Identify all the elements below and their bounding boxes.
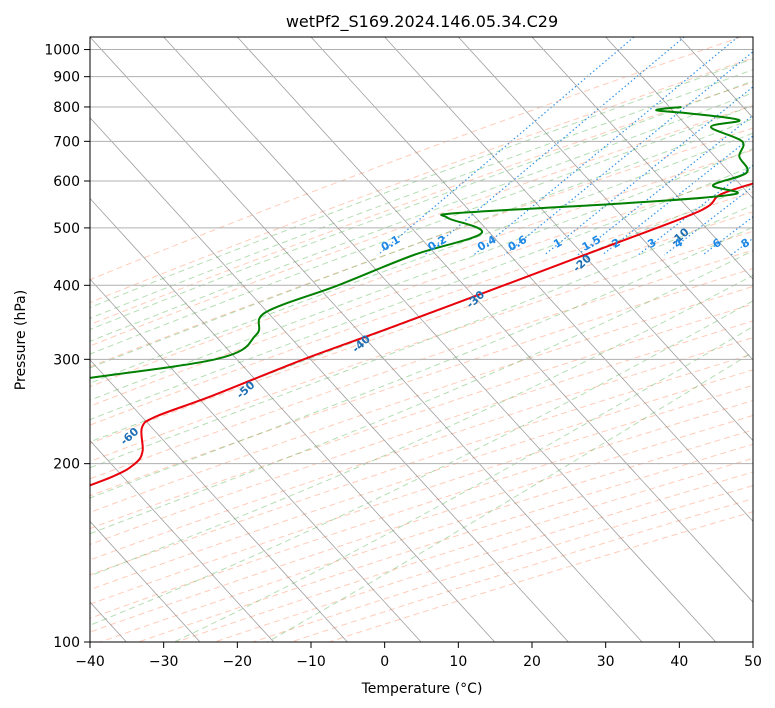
x-tick-label: 20	[523, 654, 541, 670]
isotherm-line	[163, 37, 717, 642]
mixing-ratio-line	[503, 50, 753, 256]
x-tick-label: 50	[744, 654, 762, 670]
dry-adiabat-line	[90, 104, 753, 347]
y-tick-label: 200	[53, 457, 80, 473]
isotherm-line	[90, 197, 496, 642]
background-reference-lines	[90, 37, 753, 642]
mixing-ratio-line	[664, 185, 753, 256]
dry-adiabat-line	[90, 369, 753, 591]
dry-adiabat-line	[90, 191, 753, 426]
dry-adiabat-line	[90, 211, 753, 445]
dry-adiabat-line	[90, 267, 753, 497]
pressure-grid	[90, 49, 753, 642]
moist-adiabat-line	[90, 104, 753, 355]
y-axis-title: Pressure (hPa)	[13, 290, 29, 390]
x-axis: −40 −30 −20 −10 0 10 20 30 40 50	[75, 642, 762, 670]
y-tick-label: 600	[53, 174, 80, 190]
isotherm-line	[90, 520, 201, 642]
x-tick-label: −20	[223, 654, 253, 670]
dry-adiabat-line	[90, 149, 753, 388]
sounding-profiles	[90, 106, 753, 487]
dry-adiabat-line	[90, 353, 753, 576]
isotherm-line	[310, 37, 753, 522]
plot-background	[90, 37, 753, 642]
y-tick-label: 300	[53, 352, 80, 368]
dry-adiabat-line	[176, 457, 753, 642]
x-tick-label: −40	[75, 654, 105, 670]
y-tick-label: 700	[53, 134, 80, 150]
isotherm-line	[384, 37, 753, 442]
moist-adiabat-line	[90, 58, 753, 309]
x-tick-label: 30	[597, 654, 615, 670]
dry-adiabat-line	[90, 170, 753, 407]
dry-adiabat-line	[90, 127, 753, 368]
y-axis: 100 200 300 400 500 600 700 800 900 1000	[44, 43, 90, 651]
isotherm-line	[90, 440, 275, 642]
isotherm-line	[458, 37, 753, 361]
y-tick-label: 800	[53, 100, 80, 116]
chart-title: wetPf2_S169.2024.146.05.34.C29	[286, 12, 558, 32]
x-tick-label: 0	[380, 654, 389, 670]
dry-adiabat-line	[90, 37, 742, 281]
moist-adiabat-line	[90, 132, 753, 384]
dry-adiabat-line	[90, 384, 753, 605]
dry-adiabats	[90, 37, 753, 642]
x-tick-label: 40	[670, 654, 688, 670]
mixing-ratio-line	[544, 86, 753, 256]
mixing-ratio-line	[377, 37, 635, 256]
isotherm-line	[90, 359, 348, 642]
mixing-ratio-line	[423, 37, 685, 256]
isotherm-lines	[90, 37, 753, 642]
moist-adiabat-line	[90, 165, 753, 421]
moist-adiabat-line	[90, 226, 753, 499]
dry-adiabat-line	[252, 485, 753, 642]
y-tick-label: 900	[53, 70, 80, 86]
dewpoint-profile-line	[90, 106, 749, 379]
y-tick-label: 100	[53, 635, 80, 651]
dry-adiabat-line	[214, 471, 753, 642]
dry-adiabat-line	[90, 230, 753, 462]
mixing-ratio-line	[473, 37, 739, 256]
isotherm-line	[90, 278, 422, 642]
dry-adiabat-line	[328, 511, 753, 642]
y-tick-label: 500	[53, 221, 80, 237]
dry-adiabat-line	[90, 303, 753, 530]
x-axis-title: Temperature (°C)	[361, 681, 483, 697]
dry-adiabat-line	[90, 249, 753, 480]
moist-adiabat-line	[90, 92, 753, 342]
isotherm-line	[605, 37, 753, 200]
plot-frame	[89, 36, 754, 643]
dry-adiabat-line	[90, 337, 753, 561]
y-tick-label: 1000	[44, 43, 80, 59]
x-tick-label: 10	[449, 654, 467, 670]
x-tick-label: −30	[149, 654, 179, 670]
dry-adiabat-line	[90, 320, 753, 545]
isotherm-line	[237, 37, 753, 603]
isotherm-line	[90, 37, 643, 642]
temperature-profile-line	[90, 182, 753, 487]
moist-adiabat-line	[90, 148, 753, 401]
isotherm-line	[531, 37, 753, 280]
y-tick-label: 400	[53, 278, 80, 294]
isotherm-line	[90, 117, 569, 642]
dry-adiabat-line	[290, 498, 753, 642]
mixing-ratio-line	[601, 135, 753, 256]
moist-adiabats	[90, 58, 753, 642]
moist-adiabat-line	[90, 250, 753, 535]
mixing-ratio-lines	[377, 37, 753, 256]
moist-adiabat-line	[90, 274, 753, 577]
moist-adiabat-line	[90, 300, 753, 626]
x-tick-label: −10	[296, 654, 326, 670]
moist-adiabat-line	[267, 351, 753, 642]
